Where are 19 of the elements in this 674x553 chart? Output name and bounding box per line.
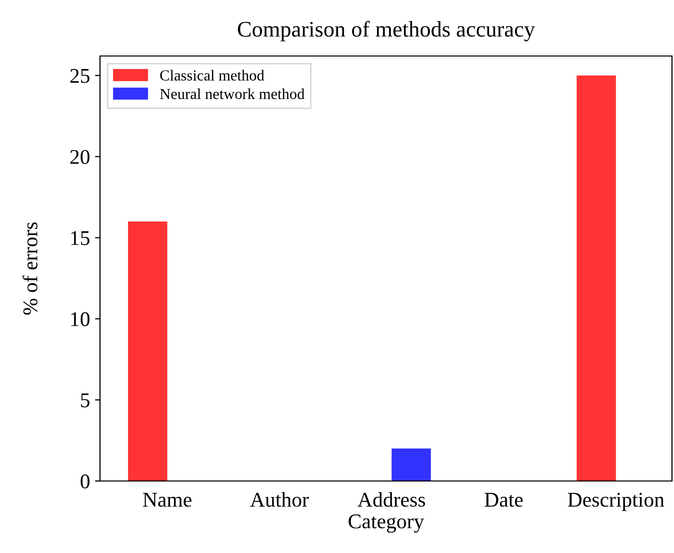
x-axis-title: Category xyxy=(348,514,424,533)
y-tick-label: 25 xyxy=(70,68,90,83)
y-tick-label: 10 xyxy=(71,312,90,326)
y-tick-label: 5 xyxy=(81,393,90,408)
legend-label: Neural network method xyxy=(160,88,304,100)
y-tick-label: 15 xyxy=(71,231,90,246)
chart-title: Comparison of methods accuracy xyxy=(238,20,535,42)
x-tick-label: Address xyxy=(358,492,425,507)
y-tick-label: 0 xyxy=(80,474,90,488)
legend-label: Classical method xyxy=(160,70,264,81)
y-axis-title: % of errors xyxy=(22,222,38,315)
x-tick-label: Author xyxy=(250,492,309,507)
y-tick-label: 20 xyxy=(70,150,90,164)
bar xyxy=(128,221,168,481)
x-tick-label: Name xyxy=(143,492,192,507)
x-tick-label: Description xyxy=(568,492,664,512)
bar xyxy=(576,75,616,481)
bar xyxy=(392,448,431,481)
x-tick-label: Date xyxy=(484,492,523,507)
